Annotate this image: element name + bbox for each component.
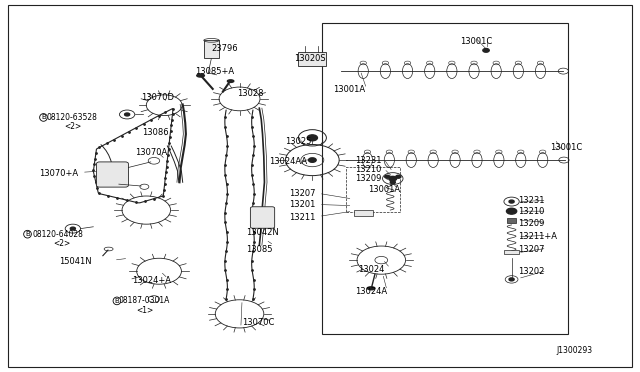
Ellipse shape	[227, 80, 234, 83]
Text: 13020S: 13020S	[294, 54, 326, 62]
Text: 13025: 13025	[285, 137, 311, 146]
Text: 13028: 13028	[237, 89, 264, 98]
Text: 13001A: 13001A	[333, 85, 365, 94]
Bar	[507, 218, 516, 223]
Circle shape	[307, 135, 317, 141]
Text: 13210: 13210	[355, 165, 381, 174]
Bar	[504, 250, 519, 254]
Text: 13024: 13024	[358, 265, 385, 274]
Text: B: B	[25, 231, 30, 237]
Text: 13085: 13085	[246, 244, 273, 253]
Bar	[354, 211, 373, 217]
Text: 13207: 13207	[518, 244, 545, 253]
Circle shape	[125, 113, 130, 116]
Text: 13070D: 13070D	[141, 93, 174, 102]
Text: 13001C: 13001C	[550, 142, 582, 151]
Text: 23796: 23796	[211, 44, 238, 53]
Text: 13085+A: 13085+A	[195, 67, 235, 76]
Text: 13001A: 13001A	[368, 185, 400, 194]
Circle shape	[389, 176, 397, 181]
Text: 13202: 13202	[518, 267, 545, 276]
Text: J1300293: J1300293	[556, 346, 593, 355]
Circle shape	[509, 278, 514, 281]
Ellipse shape	[367, 287, 375, 290]
Text: 15041N: 15041N	[60, 257, 92, 266]
Text: 13231: 13231	[518, 196, 545, 205]
Bar	[322, 23, 568, 334]
Circle shape	[509, 200, 514, 203]
Circle shape	[506, 208, 516, 214]
Text: 13070C: 13070C	[242, 318, 275, 327]
Text: 08120-63528: 08120-63528	[47, 113, 97, 122]
Text: 13201: 13201	[289, 200, 316, 209]
Text: 13086: 13086	[143, 128, 169, 137]
Text: 08187-0301A: 08187-0301A	[119, 296, 170, 305]
Text: 13211+A: 13211+A	[518, 231, 557, 241]
Text: <2>: <2>	[65, 122, 82, 131]
Bar	[204, 40, 219, 58]
Bar	[298, 52, 326, 66]
Circle shape	[390, 181, 396, 184]
Text: <1>: <1>	[137, 306, 154, 315]
Text: 13209: 13209	[518, 219, 545, 228]
Circle shape	[396, 175, 401, 178]
Text: 13211: 13211	[289, 213, 316, 222]
FancyBboxPatch shape	[250, 207, 275, 228]
FancyBboxPatch shape	[97, 162, 129, 187]
Text: 13024+A: 13024+A	[132, 276, 171, 285]
Text: <2>: <2>	[53, 239, 70, 248]
Text: 13070+A: 13070+A	[39, 169, 78, 177]
Text: 13042N: 13042N	[246, 228, 279, 237]
Text: 13024AA: 13024AA	[269, 157, 307, 166]
Circle shape	[70, 227, 76, 230]
Ellipse shape	[196, 74, 204, 77]
Text: B: B	[41, 115, 46, 121]
Circle shape	[483, 48, 489, 52]
Text: 13024A: 13024A	[355, 287, 387, 296]
Text: 13070A: 13070A	[135, 148, 167, 157]
Text: 13207: 13207	[289, 189, 316, 198]
Text: B: B	[115, 298, 119, 304]
Circle shape	[385, 175, 390, 178]
Text: 08120-64028: 08120-64028	[33, 230, 83, 239]
Text: 13210: 13210	[518, 208, 545, 217]
Circle shape	[308, 158, 316, 162]
Text: 13001C: 13001C	[461, 37, 493, 46]
Bar	[346, 167, 400, 212]
Text: 13209: 13209	[355, 174, 381, 183]
Text: 13231: 13231	[355, 155, 381, 164]
